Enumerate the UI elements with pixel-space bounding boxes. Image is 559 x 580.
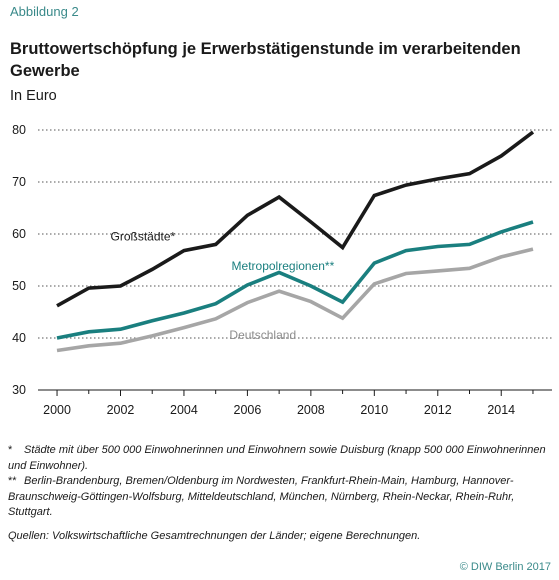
series-label-3: Deutschland: [229, 328, 296, 342]
source-note: Quellen: Volkswirtschaftliche Gesamtrech…: [8, 530, 421, 542]
y-tick-label-40: 40: [12, 331, 26, 345]
x-tick-label-2006: 2006: [234, 403, 262, 417]
y-tick-label-80: 80: [12, 123, 26, 137]
figure-label: Abbildung 2: [10, 4, 79, 19]
chart-title: Bruttowertschöpfung je Erwerbstätigenstu…: [10, 40, 521, 80]
x-tick-label-2004: 2004: [170, 403, 198, 417]
x-tick-label-2012: 2012: [424, 403, 452, 417]
x-tick-label-2000: 2000: [43, 403, 71, 417]
footnote-1: * Städte mit über 500 000 Einwohnerinnen …: [8, 443, 553, 474]
line-chart: 30 40 50 60 70 80 2000 2002 2004 2006 2008 2010 2012…: [12, 123, 552, 417]
x-tick-label-2010: 2010: [360, 403, 388, 417]
footnote-2-text: Berlin-Brandenburg, Bremen/Oldenburg im …: [8, 475, 515, 518]
series-label-1: Großstädte*: [110, 230, 175, 244]
x-tick-label-2014: 2014: [487, 403, 515, 417]
footnote-2-marker: **: [8, 475, 17, 487]
series-label-2: Metropolregionen**: [232, 259, 335, 273]
footnote-2: ** Berlin-Brandenburg, Bremen/Oldenburg i…: [8, 474, 553, 521]
footnote-1-text: Städte mit über 500 000 Einwohnerinnen u…: [8, 444, 546, 472]
series-line-2: [56, 220, 534, 340]
x-tick-label-2008: 2008: [297, 403, 325, 417]
copyright: © DIW Berlin 2017: [459, 561, 551, 573]
x-tick-label-2002: 2002: [107, 403, 135, 417]
y-tick-label-30: 30: [12, 383, 26, 397]
chart-subtitle: In Euro: [10, 88, 57, 104]
y-tick-label-50: 50: [12, 279, 26, 293]
series-line-1: [56, 130, 535, 308]
footnote-1-marker: *: [8, 444, 13, 456]
y-tick-label-60: 60: [12, 227, 26, 241]
y-tick-label-70: 70: [12, 175, 26, 189]
series-line-3: [56, 247, 534, 353]
